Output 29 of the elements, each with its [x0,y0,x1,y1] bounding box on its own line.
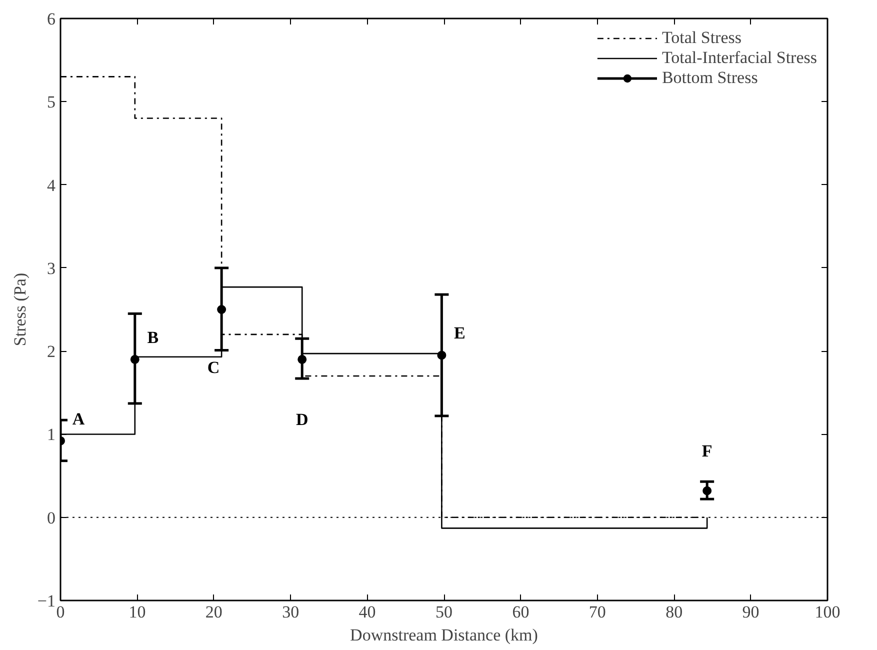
annotation: B [147,328,159,347]
x-tick-label: 90 [742,602,760,622]
x-tick-label: 30 [282,602,300,622]
x-tick-label: 100 [814,602,840,622]
y-axis-title: Stress (Pa) [10,272,30,346]
legend-label: Total Stress [662,28,742,48]
y-tick-label: −1 [37,592,56,610]
y-tick-label: 1 [47,425,56,444]
annotation: C [207,358,220,377]
legend-label: Bottom Stress [662,68,758,88]
x-tick-label: 20 [205,602,222,622]
x-tick-label: 60 [512,602,530,622]
y-tick-label: 3 [47,258,56,278]
x-tick-label: 80 [666,602,683,622]
x-tick-label: 50 [436,602,452,622]
x-axis-title: Downstream Distance (km) [350,626,538,644]
y-tick-label: 0 [47,508,56,528]
annotation: D [296,410,308,429]
y-tick-label: 2 [47,342,56,362]
x-tick-label: 10 [128,602,146,622]
x-tick-label: 40 [358,602,376,622]
legend-label: Total-Interfacial Stress [662,48,817,68]
y-tick-label: 6 [47,10,56,28]
annotation: A [72,409,86,428]
x-tick-label: 70 [588,602,606,622]
annotation: F [702,441,712,460]
y-tick-label: 4 [47,176,56,195]
annotation: E [454,324,466,343]
y-tick-label: 5 [47,92,56,112]
